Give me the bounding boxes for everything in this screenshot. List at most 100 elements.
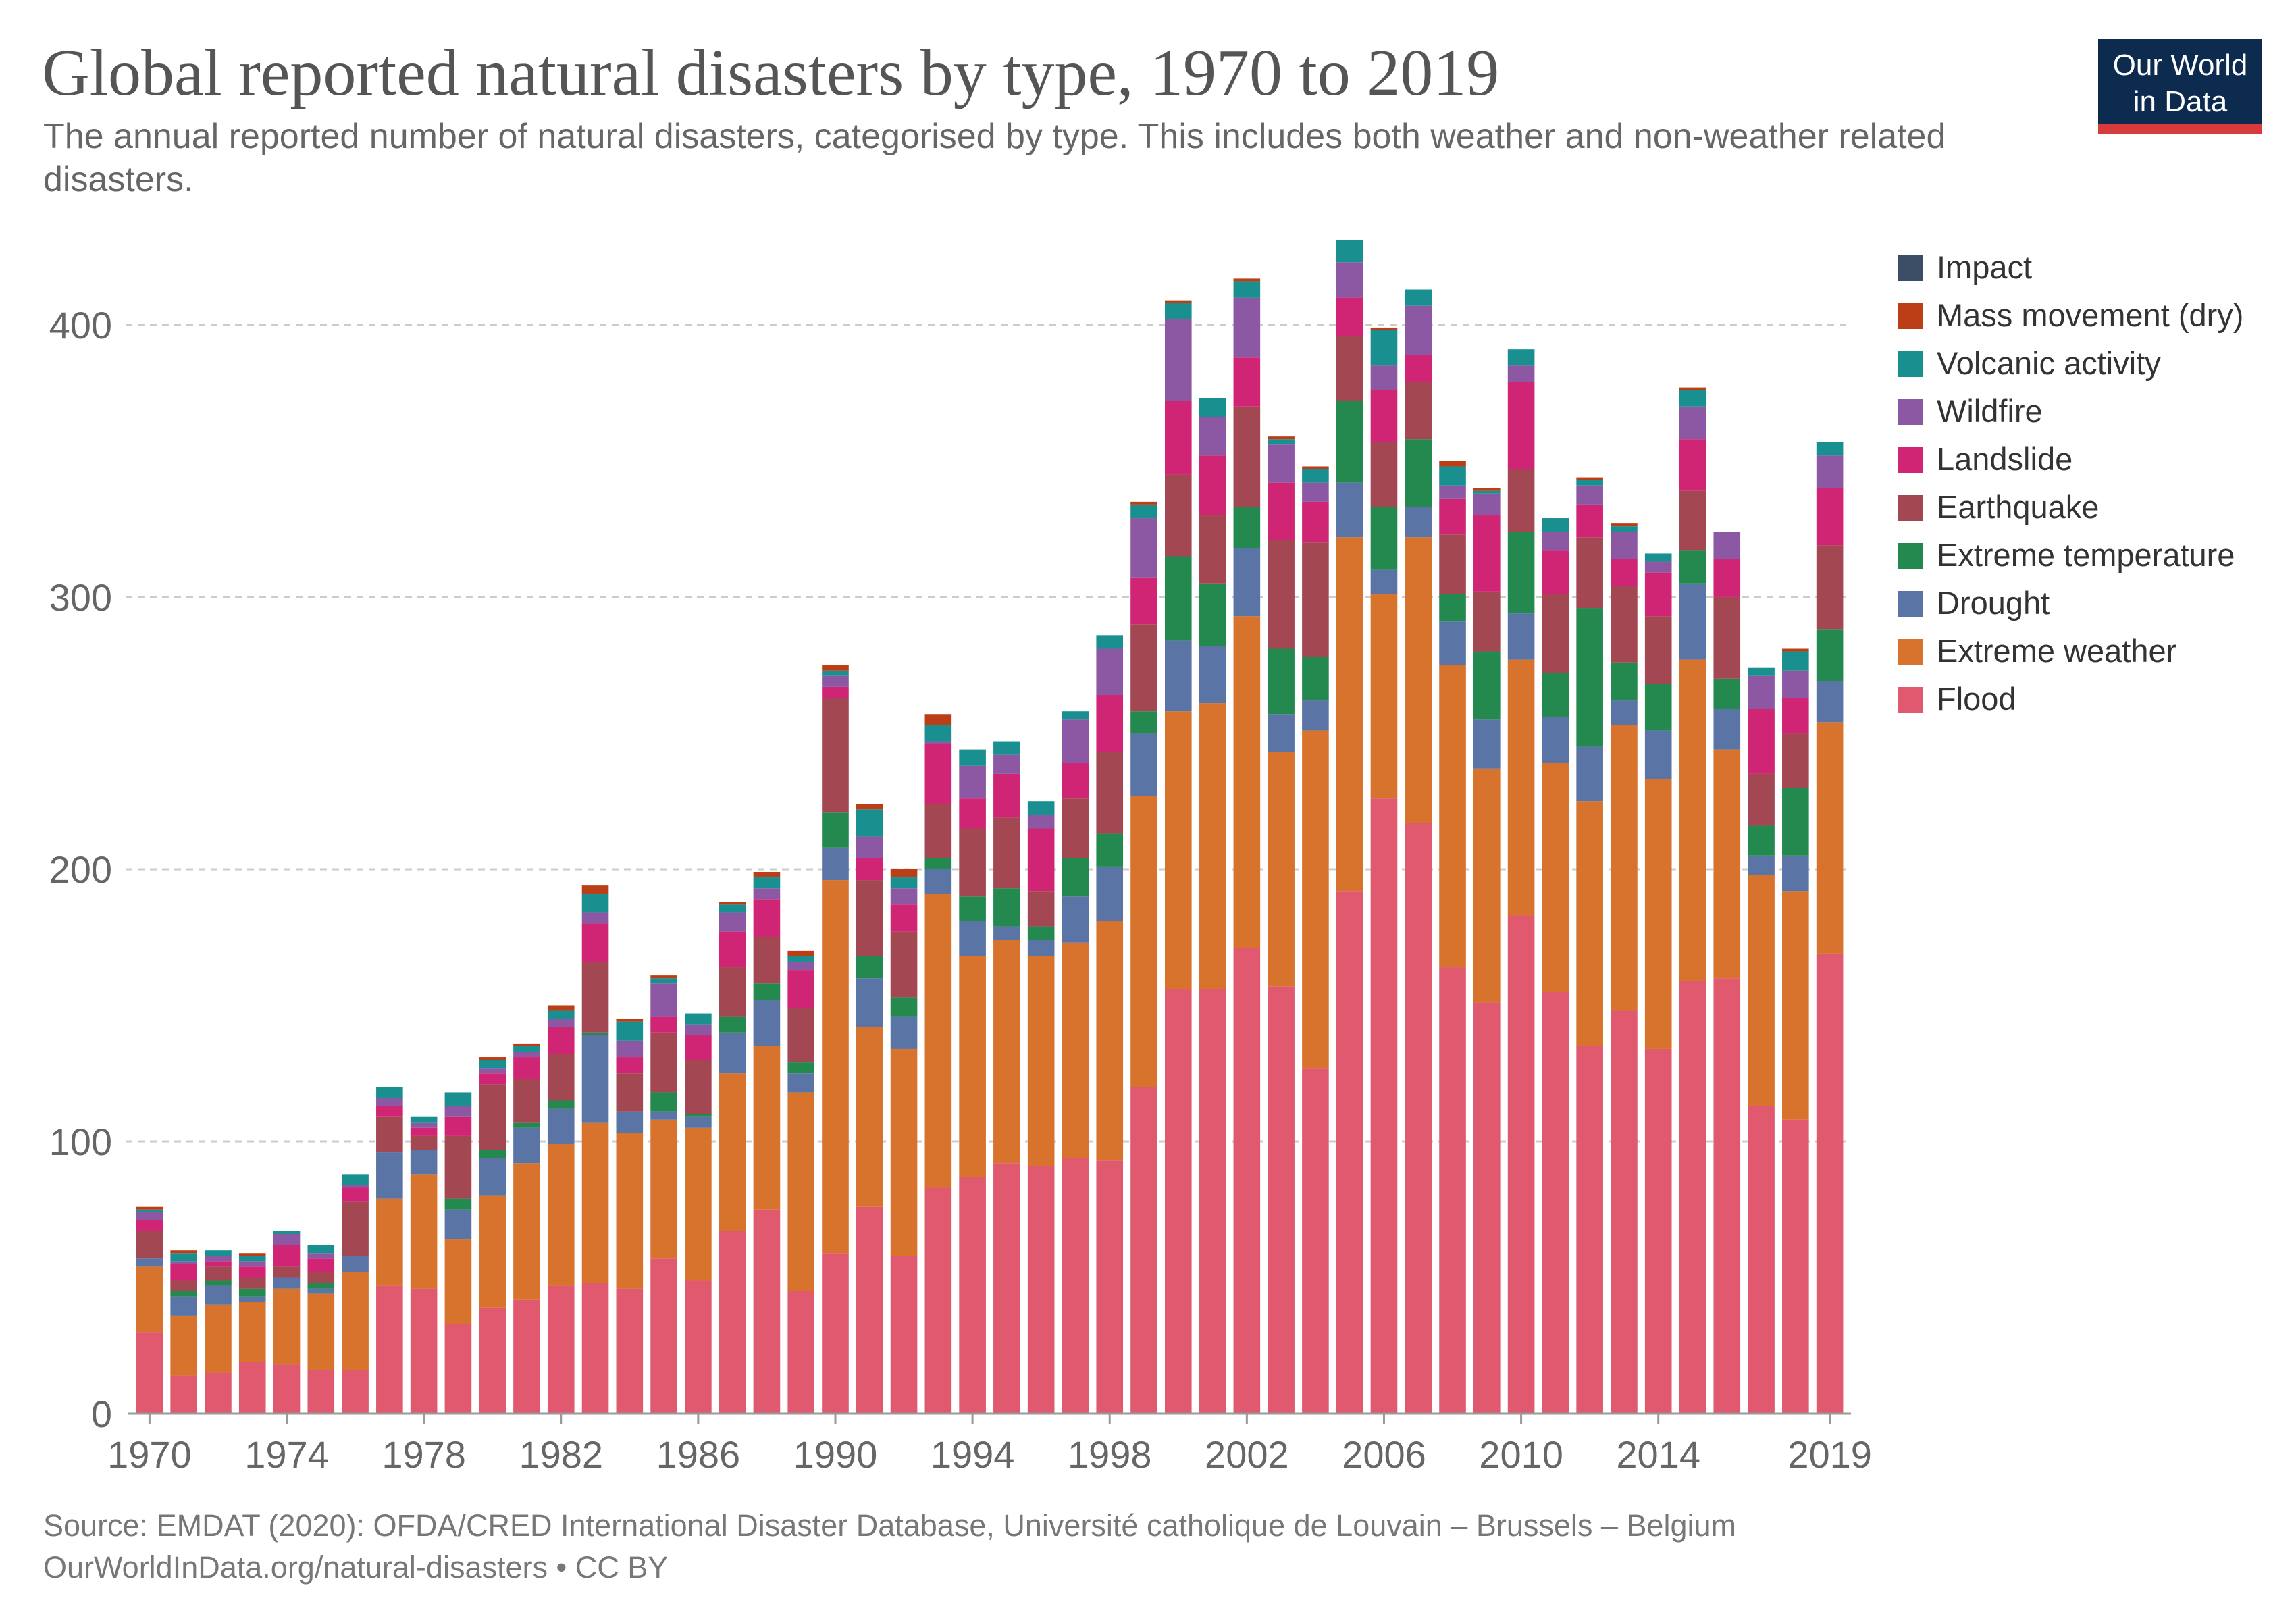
bar-extreme-weather-2017[interactable]: [1748, 875, 1775, 1106]
bar-flood-2000[interactable]: [1164, 989, 1192, 1414]
bar-flood-2018[interactable]: [1782, 1119, 1809, 1414]
bar-volcanic-activity-2013[interactable]: [1611, 526, 1638, 532]
bar-extreme-temperature-1983[interactable]: [581, 1032, 609, 1035]
bar-drought-1982[interactable]: [547, 1108, 575, 1145]
bar-earthquake-1990[interactable]: [822, 698, 849, 813]
bar-landslide-2017[interactable]: [1748, 709, 1775, 774]
bar-stack-2001[interactable]: [1199, 398, 1226, 1414]
bar-stack-2005[interactable]: [1336, 240, 1363, 1414]
bar-drought-2017[interactable]: [1748, 855, 1775, 875]
bar-mass-movement-dry-1988[interactable]: [753, 871, 781, 878]
bar-landslide-1981[interactable]: [513, 1057, 540, 1079]
bar-earthquake-1988[interactable]: [753, 937, 781, 984]
bar-drought-2009[interactable]: [1473, 719, 1501, 769]
bar-extreme-temperature-2002[interactable]: [1233, 507, 1261, 548]
bar-drought-1988[interactable]: [753, 1000, 781, 1046]
bar-extreme-weather-2006[interactable]: [1370, 594, 1398, 799]
bar-earthquake-2015[interactable]: [1679, 490, 1706, 551]
bar-earthquake-1986[interactable]: [685, 1060, 712, 1114]
bar-stack-2011[interactable]: [1542, 518, 1569, 1414]
bar-earthquake-1981[interactable]: [513, 1079, 540, 1123]
bar-earthquake-1998[interactable]: [1096, 752, 1124, 834]
bar-extreme-temperature-1999[interactable]: [1130, 711, 1157, 734]
bar-stack-1996[interactable]: [1027, 801, 1055, 1414]
bar-volcanic-activity-2015[interactable]: [1679, 390, 1706, 407]
bar-volcanic-activity-1991[interactable]: [856, 809, 883, 837]
bar-stack-2012[interactable]: [1576, 477, 1603, 1414]
bar-stack-1978[interactable]: [410, 1116, 438, 1414]
bar-flood-2006[interactable]: [1370, 798, 1398, 1414]
bar-landslide-2010[interactable]: [1507, 382, 1535, 469]
bar-wildfire-1983[interactable]: [581, 912, 609, 924]
legend-item-impact[interactable]: Impact: [1898, 249, 2032, 285]
bar-wildfire-2003[interactable]: [1268, 444, 1295, 483]
bar-volcanic-activity-2012[interactable]: [1576, 480, 1603, 486]
bar-extreme-weather-2014[interactable]: [1644, 779, 1672, 1049]
bar-mass-movement-dry-2013[interactable]: [1611, 523, 1638, 527]
bar-wildfire-1998[interactable]: [1096, 648, 1124, 696]
bar-extreme-weather-1992[interactable]: [890, 1048, 918, 1256]
bar-earthquake-2006[interactable]: [1370, 442, 1398, 507]
bar-mass-movement-dry-2004[interactable]: [1302, 466, 1329, 469]
bar-drought-1998[interactable]: [1096, 866, 1124, 921]
bar-volcanic-activity-1979[interactable]: [444, 1092, 472, 1106]
bar-flood-1976[interactable]: [342, 1370, 369, 1414]
bar-drought-2018[interactable]: [1782, 855, 1809, 892]
bar-drought-1971[interactable]: [170, 1296, 197, 1316]
bar-drought-1999[interactable]: [1130, 733, 1157, 796]
bar-drought-1972[interactable]: [205, 1285, 232, 1305]
bar-stack-1981[interactable]: [513, 1043, 540, 1414]
bar-stack-1983[interactable]: [581, 885, 609, 1414]
bar-extreme-weather-1983[interactable]: [581, 1122, 609, 1283]
bar-flood-1993[interactable]: [924, 1187, 952, 1414]
bar-extreme-weather-1982[interactable]: [547, 1144, 575, 1286]
bar-mass-movement-dry-2018[interactable]: [1782, 648, 1809, 652]
legend-item-volcanic-activity[interactable]: Volcanic activity: [1898, 345, 2161, 381]
bar-extreme-temperature-2016[interactable]: [1713, 678, 1741, 709]
bar-earthquake-1991[interactable]: [856, 880, 883, 956]
bar-landslide-1994[interactable]: [959, 798, 986, 829]
bar-extreme-temperature-1994[interactable]: [959, 896, 986, 921]
bar-extreme-temperature-2013[interactable]: [1611, 662, 1638, 701]
bar-extreme-weather-2015[interactable]: [1679, 659, 1706, 981]
bar-wildfire-1994[interactable]: [959, 765, 986, 799]
bar-earthquake-1973[interactable]: [238, 1277, 266, 1289]
bar-drought-2008[interactable]: [1439, 621, 1466, 665]
bar-volcanic-activity-1971[interactable]: [170, 1253, 197, 1262]
bar-landslide-1986[interactable]: [685, 1035, 712, 1060]
bar-extreme-weather-1970[interactable]: [136, 1266, 163, 1333]
bar-earthquake-1995[interactable]: [993, 817, 1020, 889]
bar-extreme-weather-1991[interactable]: [856, 1027, 883, 1207]
bar-earthquake-1975[interactable]: [307, 1272, 335, 1283]
bar-volcanic-activity-2007[interactable]: [1405, 289, 1432, 306]
bar-landslide-1980[interactable]: [479, 1073, 506, 1085]
bar-mass-movement-dry-2008[interactable]: [1439, 461, 1466, 467]
bar-landslide-2000[interactable]: [1164, 401, 1192, 475]
bar-earthquake-2012[interactable]: [1576, 537, 1603, 609]
bar-stack-2016[interactable]: [1713, 532, 1741, 1414]
bar-wildfire-1999[interactable]: [1130, 518, 1157, 578]
bar-mass-movement-dry-1973[interactable]: [238, 1253, 266, 1256]
bar-mass-movement-dry-1992[interactable]: [890, 869, 918, 878]
bar-flood-1987[interactable]: [719, 1231, 746, 1414]
bar-flood-2002[interactable]: [1233, 948, 1261, 1414]
bar-volcanic-activity-2001[interactable]: [1199, 398, 1226, 417]
bar-landslide-1983[interactable]: [581, 923, 609, 962]
bar-extreme-weather-2010[interactable]: [1507, 659, 1535, 916]
bar-extreme-temperature-1988[interactable]: [753, 983, 781, 1000]
bar-wildfire-2008[interactable]: [1439, 485, 1466, 499]
bar-volcanic-activity-2008[interactable]: [1439, 466, 1466, 486]
bar-flood-1996[interactable]: [1027, 1166, 1055, 1414]
bar-wildfire-2017[interactable]: [1748, 675, 1775, 709]
bar-extreme-weather-1990[interactable]: [822, 880, 849, 1254]
bar-extreme-weather-2000[interactable]: [1164, 711, 1192, 989]
bar-mass-movement-dry-2003[interactable]: [1268, 436, 1295, 440]
bar-landslide-1971[interactable]: [170, 1264, 197, 1281]
bar-extreme-temperature-1979[interactable]: [444, 1198, 472, 1210]
bar-extreme-temperature-2001[interactable]: [1199, 583, 1226, 646]
bar-stack-2019[interactable]: [1816, 442, 1844, 1414]
bar-mass-movement-dry-1970[interactable]: [136, 1206, 163, 1210]
bar-wildfire-2014[interactable]: [1644, 561, 1672, 573]
bar-volcanic-activity-1996[interactable]: [1027, 801, 1055, 815]
bar-flood-1988[interactable]: [753, 1209, 781, 1414]
